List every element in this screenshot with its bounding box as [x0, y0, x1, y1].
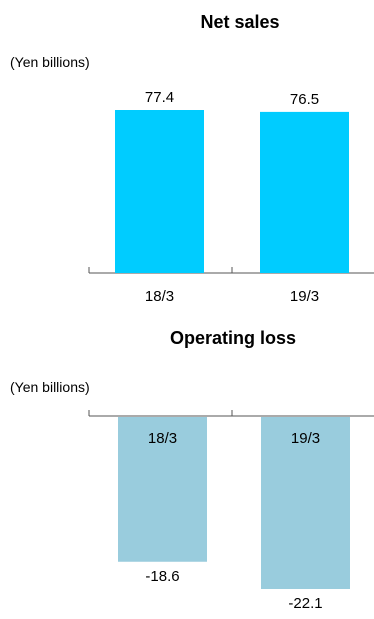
net-sales-chart: Net sales (Yen billions) 77.4 76.5 18/3 …: [10, 12, 374, 305]
net-sales-unit-label: (Yen billions): [10, 54, 90, 70]
operating-loss-category-label-18-3: 18/3: [148, 430, 177, 447]
operating-loss-bar-18-3: [118, 417, 207, 562]
operating-loss-category-label-19-3: 19/3: [291, 430, 320, 447]
net-sales-category-label-18-3: 18/3: [145, 288, 174, 305]
operating-loss-bar-19-3: [261, 417, 350, 589]
operating-loss-unit-label: (Yen billions): [10, 379, 90, 395]
operating-loss-title: Operating loss: [170, 328, 296, 348]
net-sales-category-label-19-3: 19/3: [290, 288, 319, 305]
operating-loss-value-label-19-3: -22.1: [288, 595, 322, 612]
net-sales-bar-18-3: [115, 110, 204, 273]
net-sales-title: Net sales: [200, 12, 279, 32]
net-sales-bar-19-3: [260, 111, 349, 273]
operating-loss-chart: Operating loss (Yen billions) 18/3 19/3 …: [10, 328, 374, 612]
net-sales-value-label-18-3: 77.4: [145, 89, 174, 106]
operating-loss-value-label-18-3: -18.6: [145, 568, 179, 585]
net-sales-value-label-19-3: 76.5: [290, 91, 319, 108]
